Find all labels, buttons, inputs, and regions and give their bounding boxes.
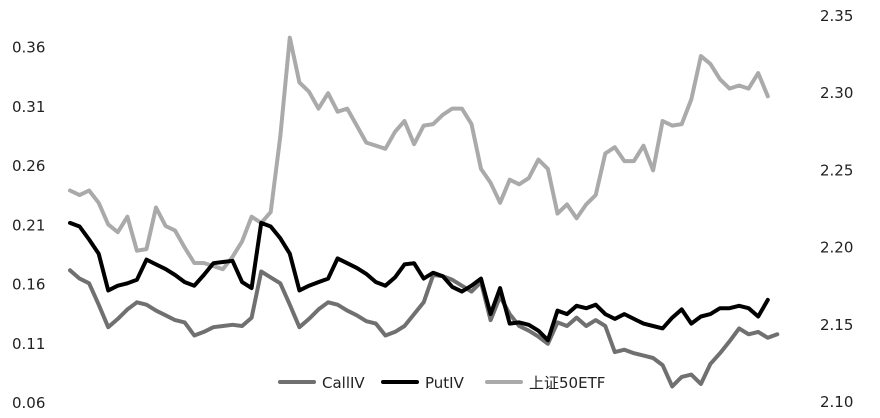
legend-label-2: 上证50ETF [529,374,605,392]
right-tick-label: 2.20 [820,239,853,257]
legend-label-0: CallIV [322,374,365,392]
left-axis: 0.06 0.11 0.16 0.21 0.26 0.31 0.36 [12,39,45,412]
right-tick-label: 2.15 [820,316,853,334]
left-tick-label: 0.11 [12,335,45,353]
right-axis: 2.10 2.15 2.20 2.25 2.30 2.35 [820,7,853,411]
legend-label-1: PutIV [425,374,465,392]
series-line-1 [68,220,770,343]
left-tick-label: 0.21 [12,216,45,234]
series-line-2 [68,35,770,272]
legend: CallIV PutIV 上证50ETF [278,374,605,392]
left-tick-label: 0.36 [12,39,45,57]
left-tick-label: 0.16 [12,276,45,294]
right-tick-label: 2.10 [820,393,853,411]
series-layer [68,35,780,389]
left-tick-label: 0.06 [12,394,45,412]
left-tick-label: 0.31 [12,98,45,116]
right-tick-label: 2.30 [820,84,853,102]
right-tick-label: 2.35 [820,7,853,25]
left-tick-label: 0.26 [12,157,45,175]
right-tick-label: 2.25 [820,161,853,179]
series-line-0 [68,268,780,389]
